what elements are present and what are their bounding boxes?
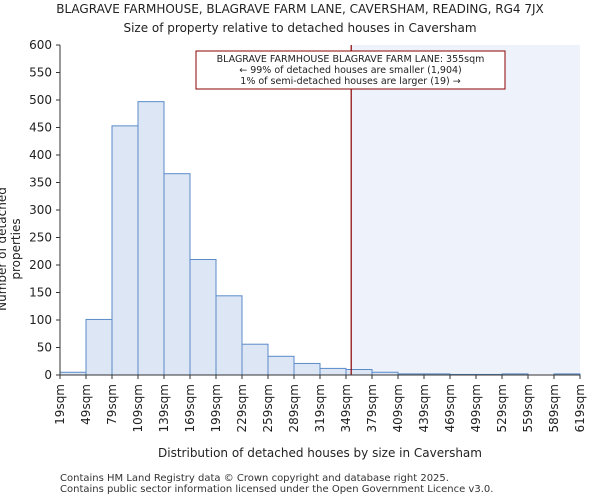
x-tick-label: 439sqm: [417, 384, 431, 432]
histogram-bar: [163, 173, 191, 376]
y-tick-label: 0: [44, 368, 52, 382]
y-tick-label: 300: [29, 203, 52, 217]
y-tick-label: 600: [29, 38, 52, 52]
histogram-bar: [215, 295, 243, 376]
footer-copyright: Contains HM Land Registry data © Crown c…: [60, 473, 449, 484]
x-tick-label: 469sqm: [443, 384, 457, 432]
y-tick-label: 200: [29, 258, 52, 272]
chart-title-address: BLAGRAVE FARMHOUSE, BLAGRAVE FARM LANE, …: [56, 2, 544, 16]
x-tick-label: 319sqm: [313, 384, 327, 432]
histogram-bar: [241, 343, 269, 376]
x-tick-label: 289sqm: [287, 384, 301, 432]
y-tick-label: 50: [37, 341, 52, 355]
annotation-line: ← 99% of detached houses are smaller (1,…: [239, 65, 462, 76]
x-axis-label: Distribution of detached houses by size …: [158, 446, 482, 460]
x-tick-label: 19sqm: [53, 384, 67, 425]
x-tick-label: 349sqm: [339, 384, 353, 432]
x-tick-label: 259sqm: [261, 384, 275, 432]
y-tick-label: 500: [29, 93, 52, 107]
x-tick-label: 169sqm: [183, 384, 197, 432]
x-tick-label: 229sqm: [235, 384, 249, 432]
y-tick-label: 100: [29, 313, 52, 327]
x-tick-label: 559sqm: [521, 384, 535, 432]
x-tick-label: 409sqm: [391, 384, 405, 432]
histogram-bar: [137, 101, 165, 376]
x-tick-label: 199sqm: [209, 384, 223, 432]
histogram-bar: [345, 369, 373, 376]
x-tick-label: 529sqm: [495, 384, 509, 432]
footer-licence: Contains public sector information licen…: [60, 484, 494, 495]
annotation-line: 1% of semi-detached houses are larger (1…: [240, 76, 460, 87]
x-tick-label: 109sqm: [131, 384, 145, 432]
x-tick-label: 139sqm: [157, 384, 171, 432]
histogram-bar: [267, 355, 295, 376]
x-tick-label: 619sqm: [573, 384, 587, 432]
histogram-bar: [111, 125, 139, 376]
histogram-bar: [319, 367, 347, 376]
y-tick-label: 400: [29, 148, 52, 162]
chart-subtitle: Size of property relative to detached ho…: [123, 21, 477, 35]
histogram-bar: [85, 318, 113, 376]
x-tick-label: 499sqm: [469, 384, 483, 432]
y-tick-label: 550: [29, 66, 52, 80]
larger-region-shade: [351, 45, 580, 375]
histogram-bar: [189, 259, 217, 376]
histogram-bar: [293, 362, 321, 376]
y-tick-label: 150: [29, 286, 52, 300]
x-tick-label: 79sqm: [105, 384, 119, 425]
y-tick-label: 450: [29, 121, 52, 135]
y-tick-label: 250: [29, 231, 52, 245]
annotation-line: BLAGRAVE FARMHOUSE BLAGRAVE FARM LANE: 3…: [217, 54, 485, 65]
x-tick-label: 589sqm: [547, 384, 561, 432]
y-tick-label: 350: [29, 176, 52, 190]
x-tick-label: 379sqm: [365, 384, 379, 432]
annotation-box: [195, 50, 506, 90]
x-tick-label: 49sqm: [79, 384, 93, 425]
